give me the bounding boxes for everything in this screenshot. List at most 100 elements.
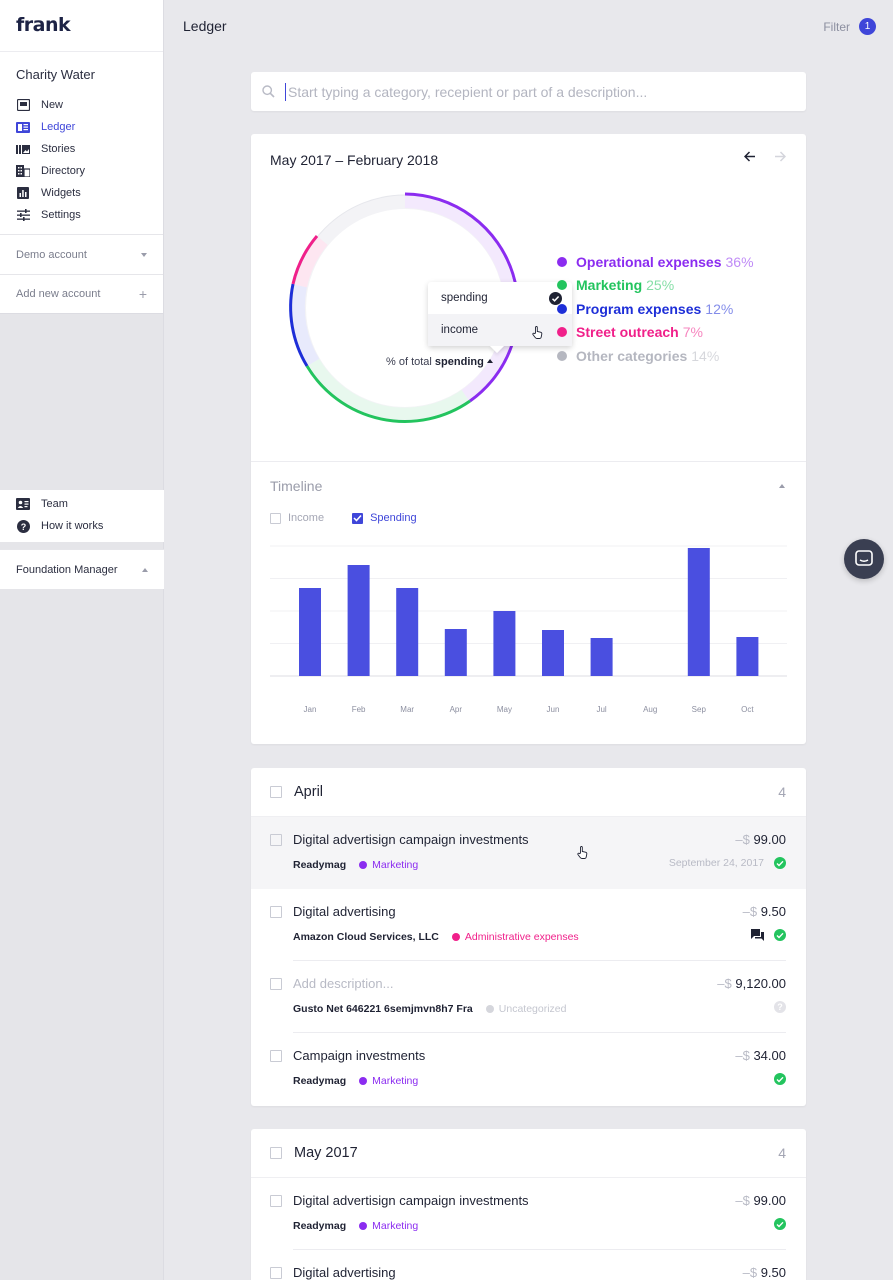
row-separator	[293, 960, 786, 961]
donut-chart	[289, 192, 520, 423]
chart-bar-apr[interactable]	[444, 629, 467, 676]
group-month: April	[294, 784, 324, 800]
chart-bar-mar[interactable]	[396, 588, 419, 676]
demo-account-label: Demo account	[16, 248, 87, 261]
arrow-right-icon[interactable]	[774, 151, 786, 162]
percent-prefix: % of total	[386, 356, 432, 368]
donut-segment-program-fill	[292, 284, 320, 366]
transaction-description[interactable]: Digital advertising	[293, 904, 396, 919]
dropdown-option-spending[interactable]: spending	[428, 282, 572, 314]
chart-bar-may[interactable]	[493, 611, 516, 676]
comment-icon[interactable]	[751, 929, 764, 941]
ledger-icon	[16, 121, 30, 133]
row-checkbox[interactable]	[270, 906, 282, 918]
sidebar-item-directory[interactable]: Directory	[0, 160, 163, 182]
unknown-status-icon: ?	[774, 1001, 786, 1013]
add-account-label: Add new account	[16, 288, 101, 300]
row-checkbox[interactable]	[270, 1267, 282, 1279]
legend-item-program[interactable]: Program expenses 12%	[557, 297, 754, 321]
sidebar: frank Charity Water New Ledger Stories D…	[0, 0, 164, 1280]
search-input[interactable]	[288, 83, 768, 100]
add-description-field[interactable]: Add description...	[293, 976, 394, 991]
group-select-checkbox[interactable]	[270, 1147, 282, 1159]
legend-label: Marketing	[576, 277, 643, 294]
legend-item-other[interactable]: Other categories 14%	[557, 344, 754, 368]
transaction-description[interactable]: Digital advertising	[293, 1265, 396, 1280]
category-tag[interactable]: Administrative expenses	[451, 931, 579, 943]
category-tag[interactable]: Uncategorized	[485, 1003, 566, 1015]
sidebar-item-stories[interactable]: Stories	[0, 138, 163, 160]
sidebar-item-settings[interactable]: Settings	[0, 204, 163, 226]
category-tag[interactable]: Marketing	[359, 859, 418, 871]
demo-account-selector[interactable]: Demo account	[0, 234, 163, 274]
transaction-description[interactable]: Campaign investments	[293, 1048, 426, 1063]
chart-bar-feb[interactable]	[347, 565, 370, 676]
percent-mode-toggle[interactable]: % of total spending	[386, 356, 493, 368]
foundation-manager-label: Foundation Manager	[16, 563, 118, 576]
donut-segment-operational[interactable]	[404, 192, 520, 403]
group-header: May 2017 4	[251, 1129, 806, 1178]
sidebar-item-team[interactable]: Team	[0, 493, 164, 515]
chart-bar-jul[interactable]	[590, 638, 613, 676]
currency-sign: –$	[735, 1193, 750, 1208]
option-label: spending	[441, 292, 488, 304]
transaction-row[interactable]: Digital advertisign campaign investments…	[251, 817, 806, 889]
timeline-title: Timeline	[270, 478, 323, 494]
transaction-vendor: Readymag	[293, 859, 347, 871]
legend-item-street-outreach[interactable]: Street outreach 7%	[557, 321, 754, 345]
category-tag[interactable]: Marketing	[359, 1220, 418, 1232]
row-checkbox[interactable]	[270, 978, 282, 990]
row-checkbox[interactable]	[270, 1195, 282, 1207]
donut-segment-program[interactable]	[289, 283, 309, 367]
transaction-description[interactable]: Digital advertisign campaign investments	[293, 832, 529, 847]
chart-tick-label: Oct	[741, 705, 754, 714]
chart-tick-label: Mar	[400, 705, 414, 714]
group-select-checkbox[interactable]	[270, 786, 282, 798]
collapse-timeline-icon[interactable]	[779, 484, 785, 488]
transaction-row[interactable]: Campaign investments Readymag Marketing …	[251, 1033, 806, 1105]
donut-segment-marketing[interactable]	[305, 365, 471, 423]
donut-segment-street[interactable]	[291, 235, 319, 285]
arrow-left-icon[interactable]	[744, 151, 756, 162]
category-dot	[359, 1222, 368, 1230]
app-logo[interactable]: frank	[0, 0, 163, 52]
category-tag[interactable]: Marketing	[359, 1075, 418, 1087]
search-bar[interactable]	[251, 72, 806, 111]
category-donut: % of total spending spending income	[287, 190, 572, 431]
transaction-meta: Gusto Net 646221 6semjmvn8h7 Fra Uncateg…	[293, 1003, 566, 1015]
transaction-row[interactable]: Digital advertising Amazon Cloud Service…	[251, 889, 806, 961]
row-checkbox[interactable]	[270, 1050, 282, 1062]
foundation-manager-toggle[interactable]: Foundation Manager	[0, 549, 164, 589]
add-account-button[interactable]: Add new account +	[0, 274, 163, 314]
category-label: Marketing	[372, 859, 419, 871]
spending-checkbox[interactable]: Spending	[352, 512, 417, 524]
legend-item-marketing[interactable]: Marketing 25%	[557, 274, 754, 298]
sidebar-item-ledger[interactable]: Ledger	[0, 116, 163, 138]
checkbox-box-checked	[352, 512, 364, 524]
transaction-row[interactable]: Add description... Gusto Net 646221 6sem…	[251, 961, 806, 1033]
sidebar-item-how-it-works[interactable]: ? How it works	[0, 515, 164, 537]
chart-tick-label: Jul	[596, 705, 606, 714]
chart-bar-oct[interactable]	[736, 637, 759, 676]
chat-support-button[interactable]	[844, 539, 884, 579]
income-checkbox[interactable]: Income	[270, 512, 324, 524]
summary-card: May 2017 – February 2018 % of total spen…	[251, 134, 806, 744]
range-navigation	[744, 151, 786, 162]
dropdown-option-income[interactable]: income	[428, 314, 572, 346]
legend-label: Program expenses	[576, 300, 702, 317]
date-range-title: May 2017 – February 2018	[270, 152, 439, 168]
transaction-row[interactable]: Digital advertising –$ 9.50	[251, 1250, 806, 1280]
check-circle-icon	[774, 1073, 786, 1085]
transaction-row[interactable]: Digital advertisign campaign investments…	[251, 1178, 806, 1250]
sidebar-item-new[interactable]: New	[0, 94, 163, 116]
transaction-description[interactable]: Digital advertisign campaign investments	[293, 1193, 529, 1208]
legend-item-operational[interactable]: Operational expenses 36%	[557, 250, 754, 274]
transaction-amount: –$ 9.50	[743, 1265, 786, 1280]
row-checkbox[interactable]	[270, 834, 282, 846]
filter-button[interactable]: Filter 1	[823, 18, 876, 35]
chart-bar-sep[interactable]	[687, 548, 710, 676]
chart-bar-jan[interactable]	[299, 588, 321, 676]
chart-tick-label: Apr	[450, 705, 463, 714]
chart-bar-jun[interactable]	[542, 630, 564, 676]
sidebar-item-widgets[interactable]: Widgets	[0, 182, 163, 204]
